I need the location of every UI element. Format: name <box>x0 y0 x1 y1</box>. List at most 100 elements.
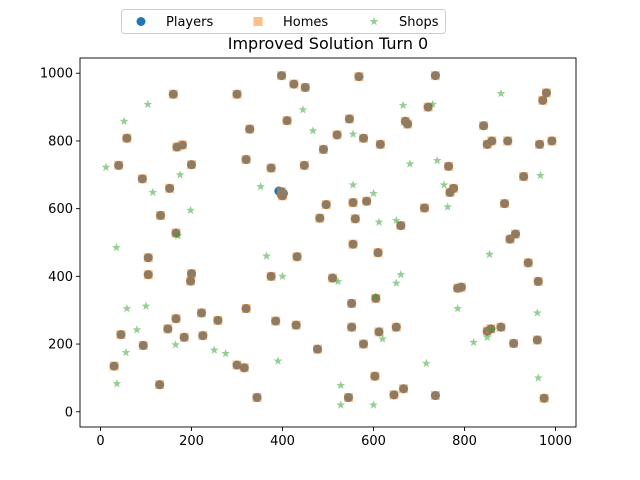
home-point <box>300 82 310 92</box>
shop-point <box>453 303 463 313</box>
home-point <box>266 163 276 173</box>
shop-point <box>348 129 358 138</box>
shop-point <box>122 303 132 313</box>
shop-point <box>262 251 271 260</box>
home-point <box>116 330 126 340</box>
plot-frame <box>79 57 577 428</box>
shop-point <box>482 332 492 342</box>
home-point <box>347 298 357 308</box>
home-point <box>343 393 353 403</box>
home-point <box>299 160 309 170</box>
shop-point <box>369 188 378 198</box>
legend-homes-marker <box>253 17 263 26</box>
home-point <box>143 253 153 263</box>
shop-point <box>141 301 151 310</box>
home-point <box>313 344 323 354</box>
y-tick-label: 600 <box>48 202 73 217</box>
y-tick-label: 1000 <box>40 67 73 82</box>
home-point <box>348 239 358 249</box>
shop-point <box>348 180 358 189</box>
home-point <box>375 139 385 149</box>
home-point <box>430 71 440 81</box>
home-point <box>538 95 548 105</box>
legend-label-homes: Homes <box>283 15 328 30</box>
home-point <box>479 121 489 131</box>
home-point <box>232 89 242 99</box>
home-point <box>509 338 519 348</box>
shop-point <box>496 88 506 98</box>
shop-point <box>273 356 283 365</box>
home-point <box>389 390 399 400</box>
legend: Players Homes Shops <box>121 9 446 34</box>
home-point <box>196 308 206 318</box>
shop-point <box>428 99 438 109</box>
shop-point <box>256 182 266 191</box>
shop-point <box>112 379 122 388</box>
home-point <box>348 198 358 208</box>
home-point <box>500 199 510 209</box>
home-point <box>510 229 520 239</box>
home-point <box>171 314 181 324</box>
home-point <box>315 213 325 223</box>
home-point <box>271 316 281 326</box>
home-point <box>430 391 440 401</box>
home-point <box>505 234 515 244</box>
home-point <box>114 160 124 170</box>
home-point <box>289 79 299 89</box>
home-point <box>165 183 175 193</box>
shop-point <box>186 205 195 215</box>
home-point <box>239 363 249 373</box>
home-point <box>266 271 276 281</box>
home-point <box>163 324 173 334</box>
shop-point <box>391 215 401 225</box>
home-point <box>403 119 413 129</box>
x-tick-label: 0 <box>96 434 104 449</box>
shop-point <box>209 345 219 354</box>
home-point <box>172 142 182 152</box>
home-point <box>332 130 342 140</box>
home-point <box>186 276 196 286</box>
shop-point <box>278 271 287 281</box>
x-tick-label: 600 <box>361 434 386 449</box>
x-tick-label: 1000 <box>539 434 572 449</box>
shop-point <box>336 380 346 390</box>
home-point <box>547 136 557 146</box>
shop-point <box>443 202 453 211</box>
shop-point <box>532 308 542 317</box>
legend-box <box>121 9 446 34</box>
home-point <box>396 221 406 231</box>
home-point <box>143 270 153 280</box>
home-point <box>186 160 196 170</box>
home-point <box>155 380 165 390</box>
home-point <box>292 252 302 262</box>
home-point <box>252 393 262 403</box>
shop-point <box>398 100 408 110</box>
home-point <box>328 273 338 283</box>
shop-point <box>119 116 129 126</box>
shop-point <box>333 276 343 286</box>
y-tick-label: 0 <box>65 405 73 420</box>
legend-shops-marker <box>369 16 379 26</box>
y-tick-label: 800 <box>48 134 73 149</box>
shop-point <box>101 162 111 172</box>
home-point <box>358 133 368 143</box>
home-point <box>109 361 119 371</box>
home-point <box>282 116 292 126</box>
legend-players-marker <box>136 17 146 26</box>
home-point <box>177 140 187 150</box>
y-tick-label: 200 <box>48 338 73 353</box>
home-point <box>168 89 178 99</box>
shop-point <box>308 126 318 135</box>
home-point <box>362 196 372 206</box>
legend-label-shops: Shops <box>399 15 439 30</box>
shop-point <box>421 358 431 368</box>
home-point <box>354 72 364 82</box>
shop-point <box>374 217 384 226</box>
home-point <box>137 174 147 184</box>
shop-point <box>143 99 153 109</box>
shop-point <box>171 340 180 349</box>
home-point <box>138 340 148 350</box>
home-point <box>391 322 401 332</box>
shop-point <box>396 270 406 279</box>
